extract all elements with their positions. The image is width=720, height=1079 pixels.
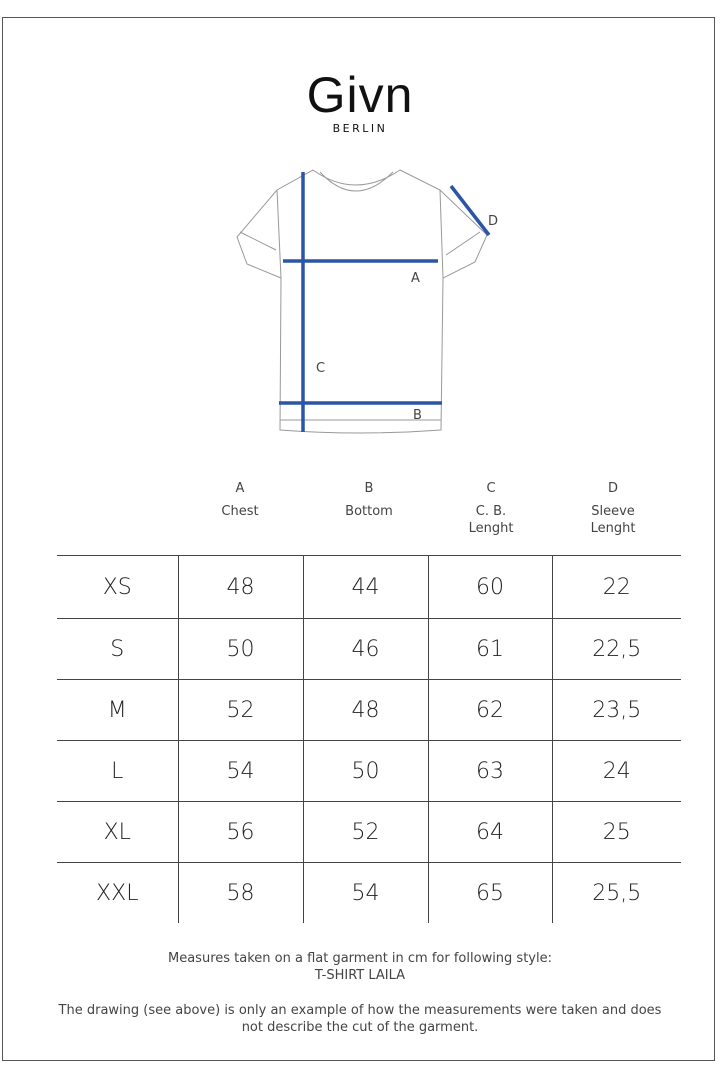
measure-cell: 25 xyxy=(551,801,681,863)
size-cell: XL xyxy=(57,801,178,863)
size-table: XS 48 44 60 22 S 50 46 61 22,5 M 52 48 62 23,5 L 54 50 63 2… xyxy=(57,555,681,923)
measure-cell: 54 xyxy=(177,740,303,802)
label-c: C xyxy=(316,361,325,376)
measure-cell: 63 xyxy=(427,740,552,802)
measure-cell: 52 xyxy=(177,679,303,741)
table-row: L 54 50 63 24 xyxy=(57,740,681,802)
measure-cell: 48 xyxy=(302,679,428,741)
size-cell: M xyxy=(57,679,178,741)
note-disclaimer-2: not describe the cut of the garment. xyxy=(241,1020,479,1035)
column-header-a: A Chest xyxy=(221,481,259,519)
measure-cell: 54 xyxy=(302,862,428,923)
measure-cell: 62 xyxy=(427,679,552,741)
measure-cell: 60 xyxy=(427,555,552,619)
measure-cell: 22 xyxy=(551,555,681,619)
brand-logo: Givn xyxy=(306,67,414,123)
measure-cell: 50 xyxy=(302,740,428,802)
table-row: XL 56 52 64 25 xyxy=(57,801,681,863)
size-cell: S xyxy=(57,618,178,680)
column-header-c: C C. B. Lenght xyxy=(468,481,514,536)
label-b: B xyxy=(413,408,422,423)
measure-cell: 22,5 xyxy=(551,618,681,680)
note-style: T-SHIRT LAILA xyxy=(314,968,406,983)
measure-cell: 61 xyxy=(427,618,552,680)
size-cell: XS xyxy=(57,555,178,619)
size-cell: L xyxy=(57,740,178,802)
label-a: A xyxy=(411,271,420,286)
table-row: M 52 48 62 23,5 xyxy=(57,679,681,741)
measure-cell: 65 xyxy=(427,862,552,923)
note-disclaimer-1: The drawing (see above) is only an examp… xyxy=(58,1003,662,1018)
tshirt-diagram: A B C D xyxy=(236,169,498,434)
measure-cell: 48 xyxy=(177,555,303,619)
line-d xyxy=(449,184,491,237)
table-row: XXL 58 54 65 25,5 xyxy=(57,862,681,923)
measure-cell: 56 xyxy=(177,801,303,863)
note-measures: Measures taken on a flat garment in cm f… xyxy=(168,951,552,966)
column-header-b: B Bottom xyxy=(345,481,393,519)
measure-cell: 64 xyxy=(427,801,552,863)
page-frame xyxy=(2,17,715,1061)
measure-cell: 25,5 xyxy=(551,862,681,923)
measure-cell: 46 xyxy=(302,618,428,680)
measure-cell: 23,5 xyxy=(551,679,681,741)
measure-cell: 44 xyxy=(302,555,428,619)
measure-cell: 24 xyxy=(551,740,681,802)
measure-cell: 52 xyxy=(302,801,428,863)
size-cell: XXL xyxy=(57,862,178,923)
brand-city: BERLIN xyxy=(332,122,388,135)
measure-cell: 58 xyxy=(177,862,303,923)
measurement-lines xyxy=(279,172,491,432)
table-row: XS 48 44 60 22 xyxy=(57,555,681,619)
measure-cell: 50 xyxy=(177,618,303,680)
table-row: S 50 46 61 22,5 xyxy=(57,618,681,680)
label-d: D xyxy=(488,214,498,229)
column-header-d: D Sleeve Lenght xyxy=(590,481,636,536)
